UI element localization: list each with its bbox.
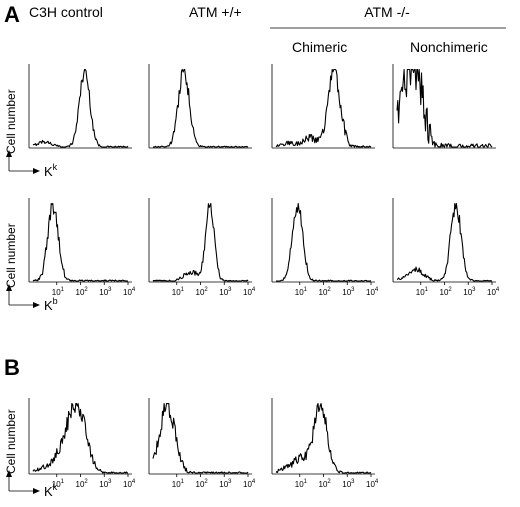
histogram-trace: [275, 403, 372, 474]
histogram-trace: [152, 403, 249, 474]
x-tick-label: 101: [52, 479, 65, 489]
header-c3h-control: C3H control: [29, 4, 103, 20]
y-arrowhead-row1: [6, 150, 12, 157]
x-tick-label: 102: [196, 479, 209, 489]
histogram-trace: [396, 202, 493, 282]
histogram-a1-1: [148, 64, 252, 149]
x-tick-label: 103: [342, 287, 355, 297]
histogram-trace: [32, 68, 129, 148]
histogram-trace: [275, 68, 372, 148]
histogram-a2-3: 101 102 103 104: [392, 198, 500, 297]
histogram-a1-3: [392, 64, 496, 149]
histogram-trace: [32, 202, 128, 282]
x-arrowhead-row1: [33, 168, 40, 174]
histogram-trace: [32, 403, 128, 474]
x-tick-label: 104: [366, 287, 379, 297]
histogram-trace: [276, 202, 372, 282]
histogram-a1-2: [271, 64, 375, 149]
x-tick-label: 101: [172, 287, 185, 297]
histogram-b1-1: 101 102 103 104: [148, 398, 256, 489]
histogram-b1-2: 101 102 103 104: [271, 398, 379, 489]
header-atm-wildtype: ATM +/+: [189, 4, 242, 20]
x-tick-label: 101: [52, 287, 65, 297]
x-tick-label: 103: [99, 479, 112, 489]
x-tick-label: 102: [440, 287, 453, 297]
x-tick-label: 104: [243, 287, 256, 297]
x-tick-label: 104: [243, 479, 256, 489]
x-tick-label: 104: [366, 479, 379, 489]
x-tick-label: 102: [76, 287, 89, 297]
histogram-a2-0: 101 102 103 104: [28, 198, 136, 297]
histogram-b1-0: 101 102 103 104: [28, 398, 136, 489]
header-nonchimeric: Nonchimeric: [410, 39, 488, 55]
histogram-a2-2: 101 102 103 104: [271, 198, 379, 297]
y-arrowhead-row2: [6, 284, 12, 291]
panel-letter-a: A: [4, 2, 20, 27]
y-arrowhead-row3: [6, 470, 12, 477]
x-tick-label: 103: [463, 287, 476, 297]
x-tick-label: 102: [319, 287, 332, 297]
x-tick-label: 104: [123, 479, 136, 489]
ylabel-row2: Cell number: [4, 223, 18, 288]
histogram-a2-1: 101 102 103 104: [148, 198, 256, 297]
x-tick-label: 102: [319, 479, 332, 489]
panel-letter-b: B: [4, 355, 20, 380]
histogram-plots: 101 102 103 104 101 102 103 104 101 102 103 104 101 1…: [28, 64, 500, 489]
x-tick-label: 103: [99, 287, 112, 297]
xlabel-row2: Kb: [44, 296, 58, 313]
x-tick-label: 102: [196, 287, 209, 297]
ylabel-row1: Cell number: [4, 89, 18, 154]
x-arrowhead-row3: [33, 488, 40, 494]
ylabel-row3: Cell number: [4, 409, 18, 474]
x-tick-label: 101: [172, 479, 185, 489]
xlabel-row1: Kk: [44, 162, 58, 179]
x-tick-label: 103: [219, 287, 232, 297]
histogram-trace: [396, 68, 493, 148]
histogram-trace: [152, 202, 249, 282]
x-tick-label: 103: [342, 479, 355, 489]
x-tick-label: 104: [123, 287, 136, 297]
header-atm-knockout: ATM -/-: [364, 4, 410, 20]
header-chimeric: Chimeric: [292, 39, 347, 55]
x-tick-label: 103: [219, 479, 232, 489]
x-tick-label: 104: [487, 287, 500, 297]
x-tick-label: 101: [295, 479, 308, 489]
histogram-trace: [152, 68, 249, 148]
x-arrowhead-row2: [33, 302, 40, 308]
histogram-a1-0: [28, 64, 132, 149]
x-tick-label: 102: [76, 479, 89, 489]
x-tick-label: 101: [416, 287, 429, 297]
x-tick-label: 101: [295, 287, 308, 297]
xlabel-row3: Kk: [44, 482, 58, 499]
